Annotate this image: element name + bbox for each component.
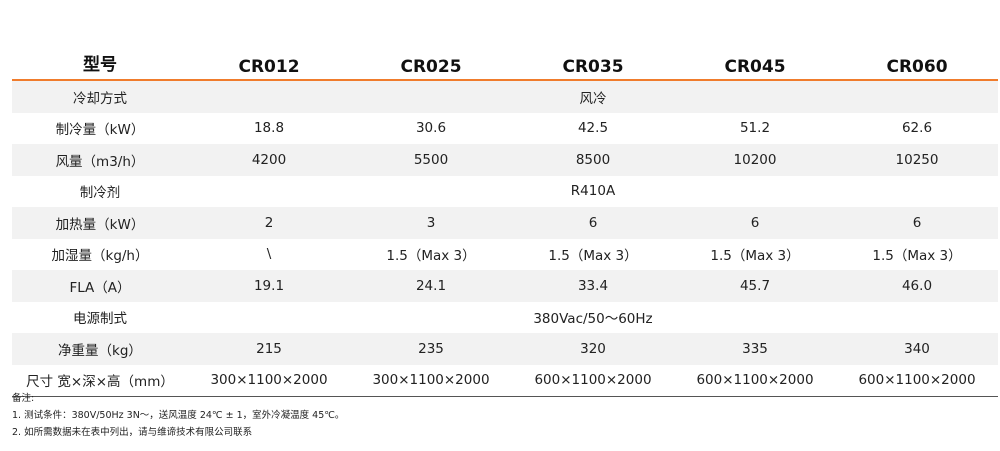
row-value-cr045: 1.5（Max 3） — [710, 248, 800, 265]
row-value-cr060: 6 — [836, 207, 998, 239]
row-value-cr035: 33.4 — [512, 270, 674, 302]
table-row: 加湿量（kg/h） \ 1.5（Max 3） 1.5（Max 3） 1.5（Max 3）… — [12, 239, 998, 271]
row-value-cr025: 1.5（Max 3） — [386, 248, 476, 265]
row-label: FLA（A） — [12, 270, 188, 302]
row-value-cr060: 600×1100×2000 — [836, 364, 998, 397]
row-value-cr045: 6 — [674, 207, 836, 239]
row-value-cr035: 600×1100×2000 — [512, 364, 674, 397]
table-row: 净重量（kg） 215 235 320 335 340 — [12, 333, 998, 365]
table-row: FLA（A） 19.1 24.1 33.4 45.7 46.0 — [12, 270, 998, 302]
row-value-cr060: 62.6 — [901, 120, 933, 137]
table-row: 风量（m3/h） 4200 5500 8500 10200 10250 — [12, 144, 998, 176]
row-label: 制冷剂 — [79, 185, 121, 202]
row-value-cr012: 2 — [188, 207, 350, 239]
row-value-cr025: 235 — [350, 333, 512, 365]
row-label: 尺寸 宽×深×高（mm） — [12, 364, 188, 397]
row-value-cr025: 300×1100×2000 — [350, 364, 512, 397]
row-value-cr025: 30.6 — [415, 120, 447, 137]
row-value-cr012: 215 — [188, 333, 350, 365]
row-value-all-models: 风冷 — [188, 80, 998, 113]
model-header-cr045: CR045 — [674, 42, 836, 81]
row-value-all-models: R410A — [570, 183, 616, 200]
row-value-cr012: \ — [266, 246, 272, 263]
row-value-cr045: 600×1100×2000 — [674, 364, 836, 397]
note-item-1: 1. 测试条件：380V/50Hz 3N～，送风温度 24℃ ± 1，室外冷凝温… — [12, 410, 345, 421]
model-header-cr025: CR025 — [350, 42, 512, 81]
model-header-cr012: CR012 — [188, 42, 350, 81]
model-label-header: 型号 — [12, 42, 188, 81]
row-value-cr035: 8500 — [512, 144, 674, 176]
row-value-cr012: 4200 — [188, 144, 350, 176]
row-value-cr025: 3 — [350, 207, 512, 239]
notes-title: 备注: — [12, 393, 35, 404]
table-row: 加热量（kW） 2 3 6 6 6 — [12, 207, 998, 239]
row-value-cr035: 42.5 — [577, 120, 609, 137]
row-value-cr045: 45.7 — [674, 270, 836, 302]
row-value-all-models: 380Vac/50～60Hz — [533, 311, 653, 328]
table-row: 制冷量（kW） 18.8 30.6 42.5 51.2 62.6 — [12, 113, 998, 145]
row-value-cr035: 6 — [512, 207, 674, 239]
row-value-cr012: 19.1 — [188, 270, 350, 302]
row-label: 制冷量（kW） — [55, 122, 145, 139]
row-label: 加湿量（kg/h） — [51, 248, 149, 265]
row-value-cr045: 51.2 — [739, 120, 771, 137]
header-row: 型号 CR012 CR025 CR035 CR045 CR060 — [12, 42, 998, 81]
row-value-cr045: 10200 — [674, 144, 836, 176]
row-label: 电源制式 — [73, 311, 127, 328]
row-value-cr012: 18.8 — [253, 120, 285, 137]
row-label: 风量（m3/h） — [12, 144, 188, 176]
row-label: 冷却方式 — [12, 80, 188, 113]
row-value-cr060: 10250 — [836, 144, 998, 176]
row-label: 加热量（kW） — [12, 207, 188, 239]
notes: 备注: 1. 测试条件：380V/50Hz 3N～，送风温度 24℃ ± 1，室… — [12, 390, 992, 441]
model-header-cr035: CR035 — [512, 42, 674, 81]
row-value-cr045: 335 — [674, 333, 836, 365]
table-row: 电源制式 380Vac/50～60Hz — [12, 302, 998, 334]
row-value-cr025: 24.1 — [350, 270, 512, 302]
table-row: 冷却方式 风冷 — [12, 80, 998, 113]
model-header-cr060: CR060 — [836, 42, 998, 81]
table-header: 型号 CR012 CR025 CR035 CR045 CR060 — [12, 42, 998, 81]
table-body: 冷却方式 风冷制冷量（kW） 18.8 30.6 42.5 51.2 62.6 风量（m3/h… — [12, 80, 998, 397]
row-value-cr035: 320 — [512, 333, 674, 365]
row-value-cr012: 300×1100×2000 — [188, 364, 350, 397]
row-label: 净重量（kg） — [12, 333, 188, 365]
row-value-cr060: 1.5（Max 3） — [872, 248, 962, 265]
row-value-cr060: 340 — [836, 333, 998, 365]
row-value-cr025: 5500 — [350, 144, 512, 176]
row-value-cr035: 1.5（Max 3） — [548, 248, 638, 265]
table-row: 尺寸 宽×深×高（mm） 300×1100×2000 300×1100×2000 60… — [12, 364, 998, 397]
spec-table: 型号 CR012 CR025 CR035 CR045 CR060 冷却方式 风冷制… — [12, 42, 998, 397]
row-value-cr060: 46.0 — [836, 270, 998, 302]
note-item-2: 2. 如所需数据未在表中列出，请与维谛技术有限公司联系 — [12, 427, 253, 438]
table-row: 制冷剂 R410A — [12, 176, 998, 208]
